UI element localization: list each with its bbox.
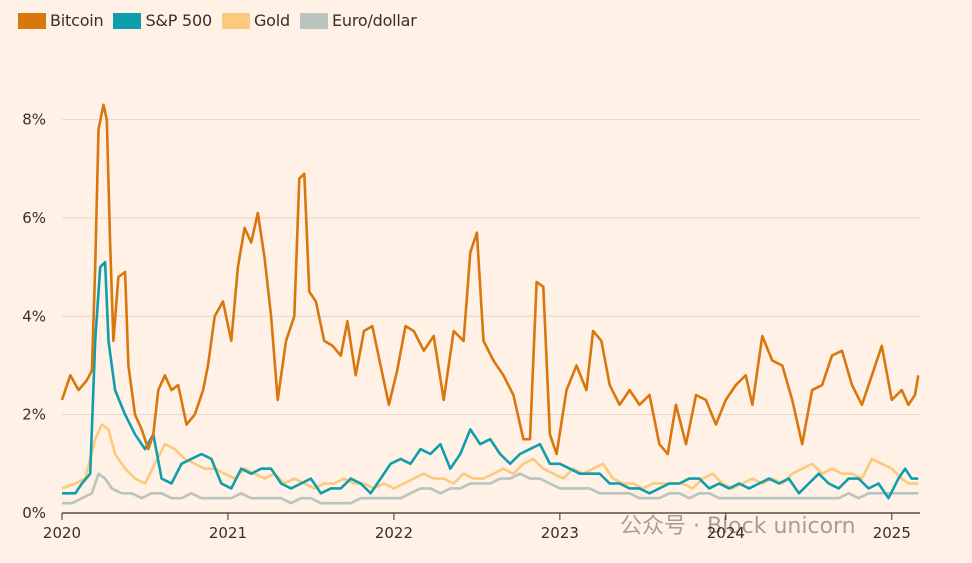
legend-label-bitcoin: Bitcoin [50,11,104,30]
x-tick-label: 2024 [707,524,745,542]
series-line-bitcoin [60,103,920,456]
y-tick-label: 4% [22,307,46,325]
x-tick-label: 2022 [375,524,413,542]
x-tick-label: 2021 [209,524,247,542]
series-line-s-p-500 [62,260,919,500]
x-tick-label: 2025 [873,524,911,542]
legend-item-sp500: S&P 500 [113,11,212,30]
legend-label-eurodollar: Euro/dollar [331,11,417,30]
legend-label-gold: Gold [253,11,290,30]
legend-swatch-eurodollar [299,12,328,29]
series-line-euro-dollar [62,472,919,505]
watermark: 公众号 · Block unicorn [620,514,856,539]
legend-swatch-sp500 [113,12,142,29]
y-tick-label: 0% [22,504,46,522]
chart-legend: Bitcoin S&P 500 Gold Euro/dollar [18,11,417,30]
legend-item-gold: Gold [221,11,290,30]
x-tick-label: 2020 [43,524,81,542]
legend-swatch-gold [221,12,250,29]
legend-item-bitcoin: Bitcoin [18,11,104,30]
x-tick-label: 2023 [541,524,579,542]
series-line-gold [61,423,919,490]
y-tick-label: 8% [22,111,46,129]
legend-item-eurodollar: Euro/dollar [299,11,417,30]
legend-label-sp500: S&P 500 [145,11,212,30]
y-tick-label: 2% [22,406,46,424]
y-tick-label: 6% [22,209,46,227]
legend-swatch-bitcoin [18,12,46,29]
